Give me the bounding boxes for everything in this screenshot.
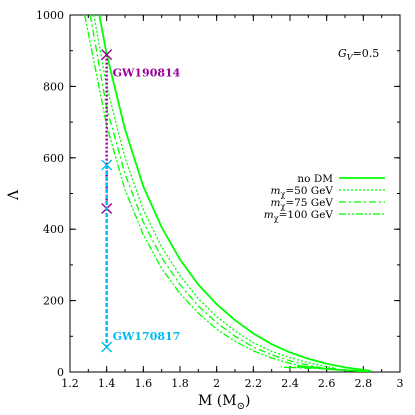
x-axis-title: M (M⊙)	[198, 393, 250, 412]
x-tick-label: 3	[397, 377, 404, 390]
tick-labels: 1.2 1.4 1.6 1.8 2 2.2 2.4 2.6 2.8 3 0 200 400 600 800 1…	[36, 9, 404, 390]
legend-label-1: mχ=50 GeV	[270, 185, 333, 199]
x-tick-label: 1.6	[135, 377, 153, 390]
x-tick-label: 1.2	[61, 377, 79, 390]
series-line-0	[98, 15, 371, 372]
series-line-2	[89, 15, 322, 370]
x-tick-label: 1.8	[171, 377, 189, 390]
constraint-layer: GW190814 GW170817	[101, 49, 181, 353]
y-tick-label: 600	[43, 152, 64, 165]
y-axis-title: Λ	[6, 189, 22, 201]
constraint-label-gw170817: GW170817	[113, 330, 181, 343]
x-tick-label: 2.6	[318, 377, 336, 390]
constraint-upper-marker-0	[101, 49, 113, 61]
y-tick-label: 0	[57, 366, 64, 379]
gv-annotation: GV=0.5	[338, 47, 379, 62]
legend-label-0: no DM	[297, 173, 333, 185]
y-tick-label: 200	[43, 295, 64, 308]
y-tick-label: 800	[43, 80, 64, 93]
x-tick-label: 2.4	[281, 377, 299, 390]
constraint-upper-marker-1	[101, 159, 113, 171]
legend-label-3: mχ=100 GeV	[264, 209, 334, 223]
constraint-label-gw190814: GW190814	[113, 67, 181, 80]
x-tick-label: 1.4	[98, 377, 116, 390]
series-line-1	[93, 15, 336, 370]
y-tick-label: 400	[43, 223, 64, 236]
legend-label-2: mχ=75 GeV	[270, 197, 333, 211]
x-tick-label: 2.8	[355, 377, 373, 390]
series-layer	[84, 15, 371, 372]
x-tick-label: 2	[213, 377, 220, 390]
constraint-lower-marker-1	[101, 341, 113, 353]
y-tick-label: 1000	[36, 9, 64, 22]
axis-ticks	[69, 14, 401, 373]
x-tick-label: 2.2	[245, 377, 263, 390]
